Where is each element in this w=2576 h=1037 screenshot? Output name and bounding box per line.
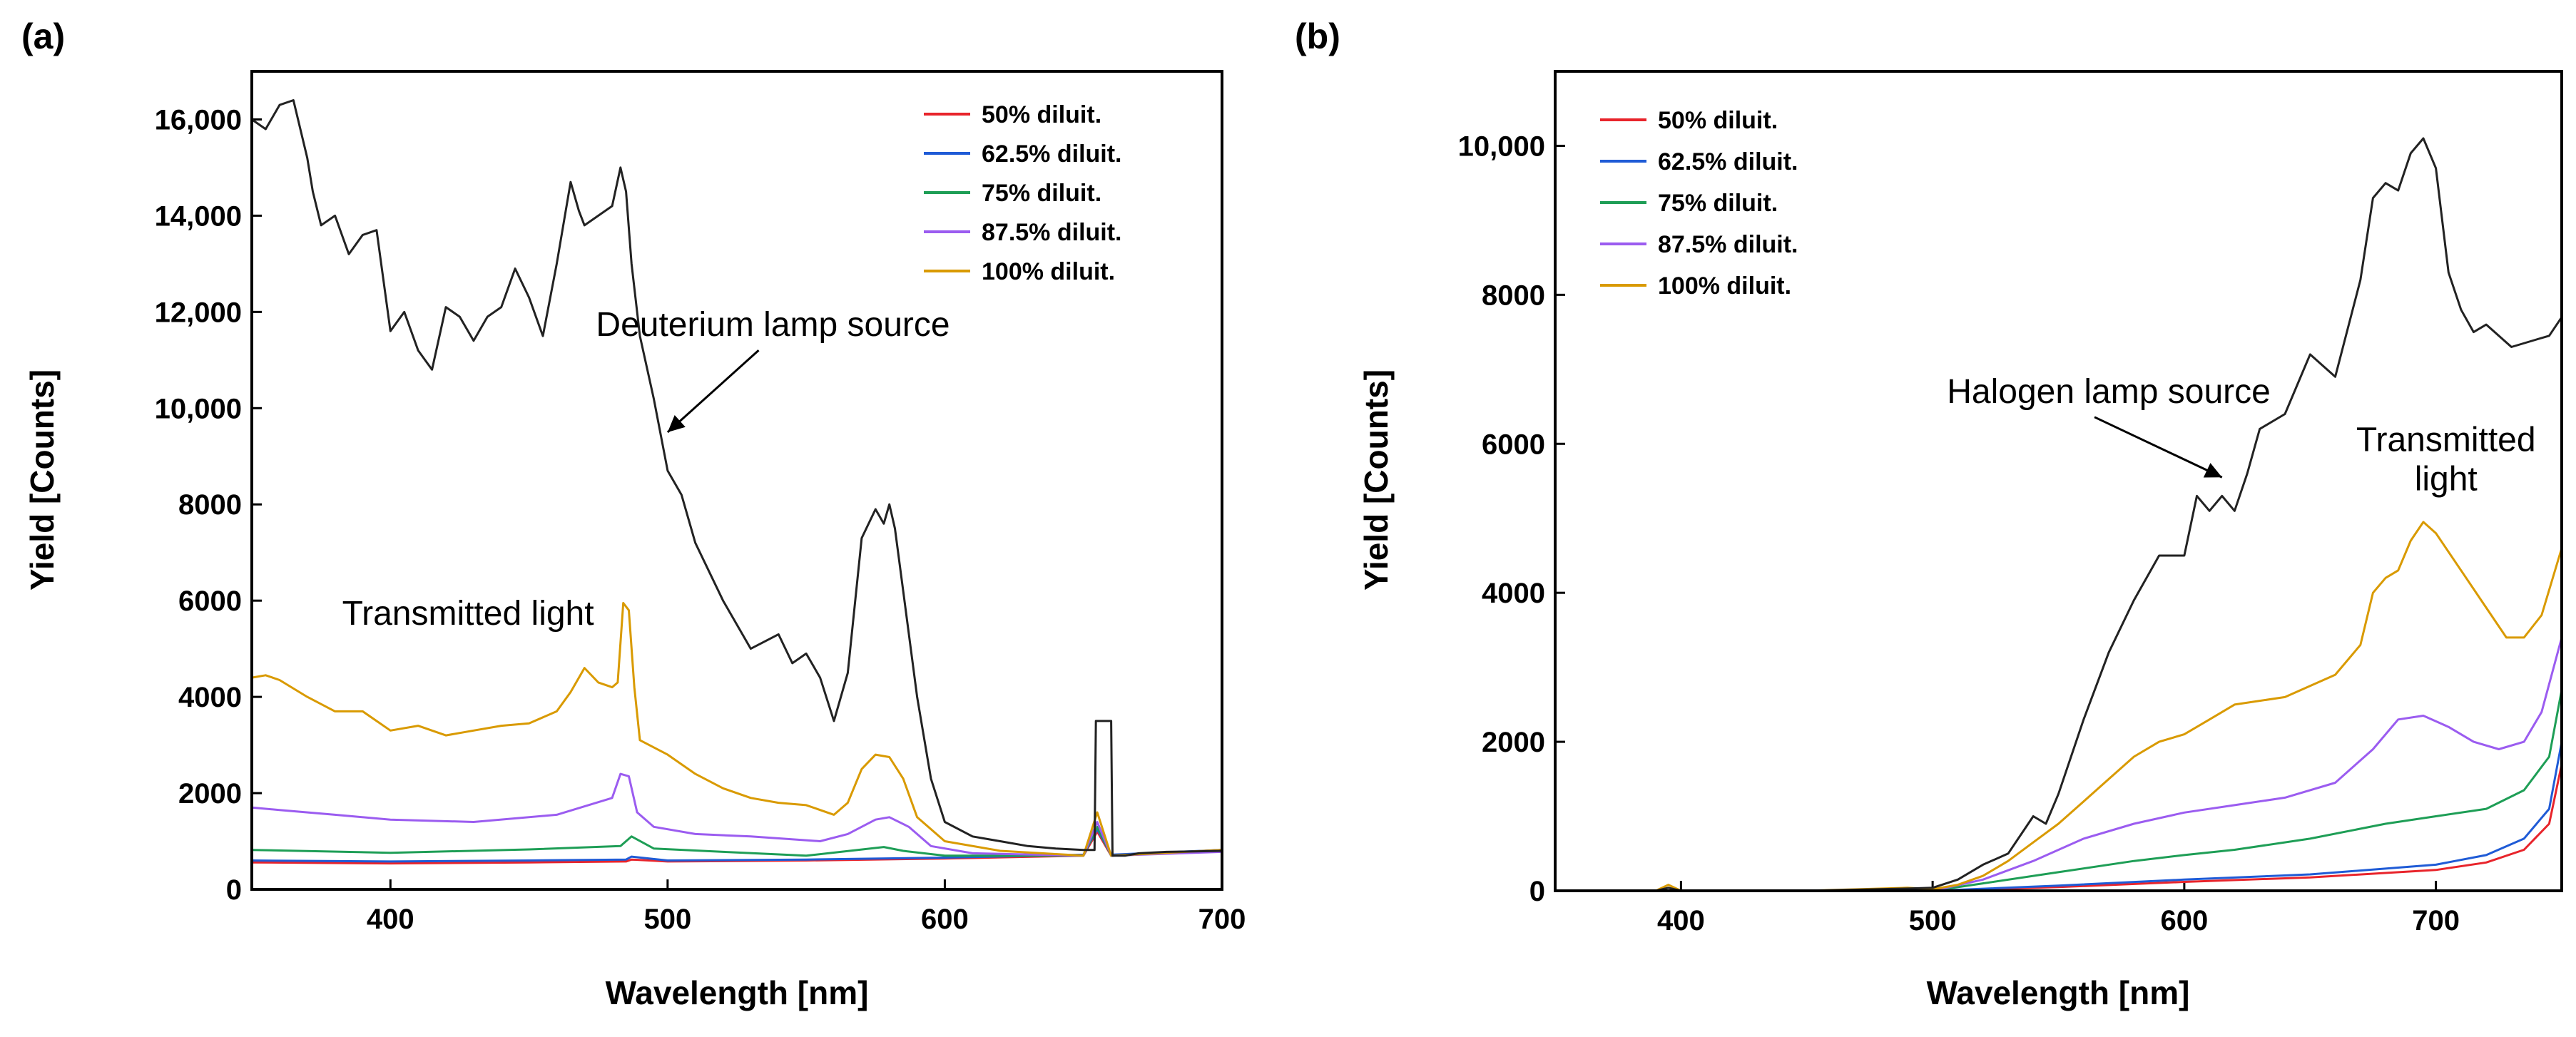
annotation-arrowhead <box>2203 463 2222 478</box>
y-tick-label: 12,000 <box>155 297 242 328</box>
x-tick-label: 500 <box>643 904 691 935</box>
panel-a-series-group <box>251 99 1223 865</box>
y-tick-label: 2000 <box>178 778 242 809</box>
series-line-75-diluit <box>1555 689 2563 892</box>
y-tick-label: 8000 <box>1482 280 1545 311</box>
annotation-arrow-line <box>2094 416 2223 479</box>
legend-label: 75% diluit. <box>982 180 1101 207</box>
series-line-87-5-diluit <box>1555 637 2563 892</box>
legend-label: 75% diluit. <box>1658 190 1778 217</box>
y-tick-label: 0 <box>1529 876 1545 907</box>
panel-b-grid: 400 500 600 700 0 2000 4000 6000 8000 10,000 <box>1458 131 2460 936</box>
series-line-100-diluit <box>251 602 1223 857</box>
y-tick-label: 0 <box>226 874 242 906</box>
series-line-75-diluit <box>251 825 1223 857</box>
legend-label: 100% diluit. <box>1658 272 1791 300</box>
legend-label: 100% diluit. <box>982 258 1115 285</box>
legend-label: 50% diluit. <box>1658 107 1778 134</box>
panel-a-legend: 50% diluit. 62.5% diluit. 75% diluit. 87.5%… <box>924 101 1122 285</box>
annotation-arrowhead <box>667 415 686 432</box>
annotation-text: Deuterium lamp source <box>596 306 950 344</box>
panel-a-letter: (a) <box>21 16 65 56</box>
y-tick-label: 4000 <box>1482 578 1545 609</box>
panel-b-letter: (b) <box>1295 16 1340 56</box>
annotation-arrow-line <box>666 349 760 434</box>
series-line-62-5-diluit <box>1555 741 2563 892</box>
panel-a-chart: (a) 400 500 600 700 0 2000 4000 6000 8000 10,000 1… <box>21 16 1246 1011</box>
x-tick-label: 600 <box>2161 905 2209 936</box>
panel-b-y-axis-title: Yield [Counts] <box>1358 369 1395 591</box>
y-tick-label: 6000 <box>1482 429 1545 460</box>
legend-label: 87.5% diluit. <box>1658 231 1798 258</box>
y-tick-label: 2000 <box>1482 727 1545 758</box>
legend-label: 62.5% diluit. <box>1658 148 1798 175</box>
panel-a-plot-frame <box>250 70 1223 891</box>
x-tick-label: 400 <box>1657 905 1705 936</box>
panel-a-annotations: Deuterium lamp source Transmitted light <box>342 306 950 633</box>
panel-b-x-axis-title: Wavelength [nm] <box>1927 974 2190 1011</box>
annotation-text: Transmitted <box>2356 422 2536 459</box>
x-tick-label: 600 <box>921 904 969 935</box>
legend-label: 50% diluit. <box>982 101 1101 128</box>
x-tick-label: 700 <box>2412 905 2460 936</box>
y-tick-label: 16,000 <box>155 104 242 136</box>
y-tick-label: 10,000 <box>1458 131 1545 162</box>
annotation-text: light <box>2415 461 2478 499</box>
legend-label: 62.5% diluit. <box>982 141 1122 168</box>
y-tick-label: 8000 <box>178 489 242 521</box>
y-tick-label: 10,000 <box>155 393 242 424</box>
legend-label: 87.5% diluit. <box>982 219 1122 246</box>
panel-a-y-axis-title: Yield [Counts] <box>24 369 61 591</box>
x-tick-label: 700 <box>1198 904 1246 935</box>
y-tick-label: 14,000 <box>155 200 242 232</box>
series-line-87-5-diluit <box>251 772 1223 857</box>
y-tick-label: 4000 <box>178 682 242 713</box>
panel-b-plot-frame <box>1554 70 2563 892</box>
annotation-text: Transmitted light <box>342 595 594 633</box>
y-tick-label: 6000 <box>178 586 242 617</box>
series-line-deuterium-lamp <box>251 99 1223 857</box>
series-line-100-diluit <box>1555 521 2563 892</box>
x-tick-label: 500 <box>1909 905 1957 936</box>
annotation-text: Halogen lamp source <box>1947 373 2271 411</box>
x-tick-label: 400 <box>367 904 414 935</box>
series-line-halogen-lamp <box>1555 137 2563 892</box>
panel-b-chart: (b) 400 500 600 7000200040006000800010,000 … <box>1295 16 2563 1011</box>
panel-b-legend: 50% diluit. 62.5% diluit. 75% diluit. 87.5%… <box>1600 107 1798 300</box>
panel-a-x-axis-title: Wavelength [nm] <box>606 974 869 1011</box>
panel-a-grid: 400 500 600 700 0 2000 4000 6000 8000 10,000 12,00… <box>155 104 1246 935</box>
